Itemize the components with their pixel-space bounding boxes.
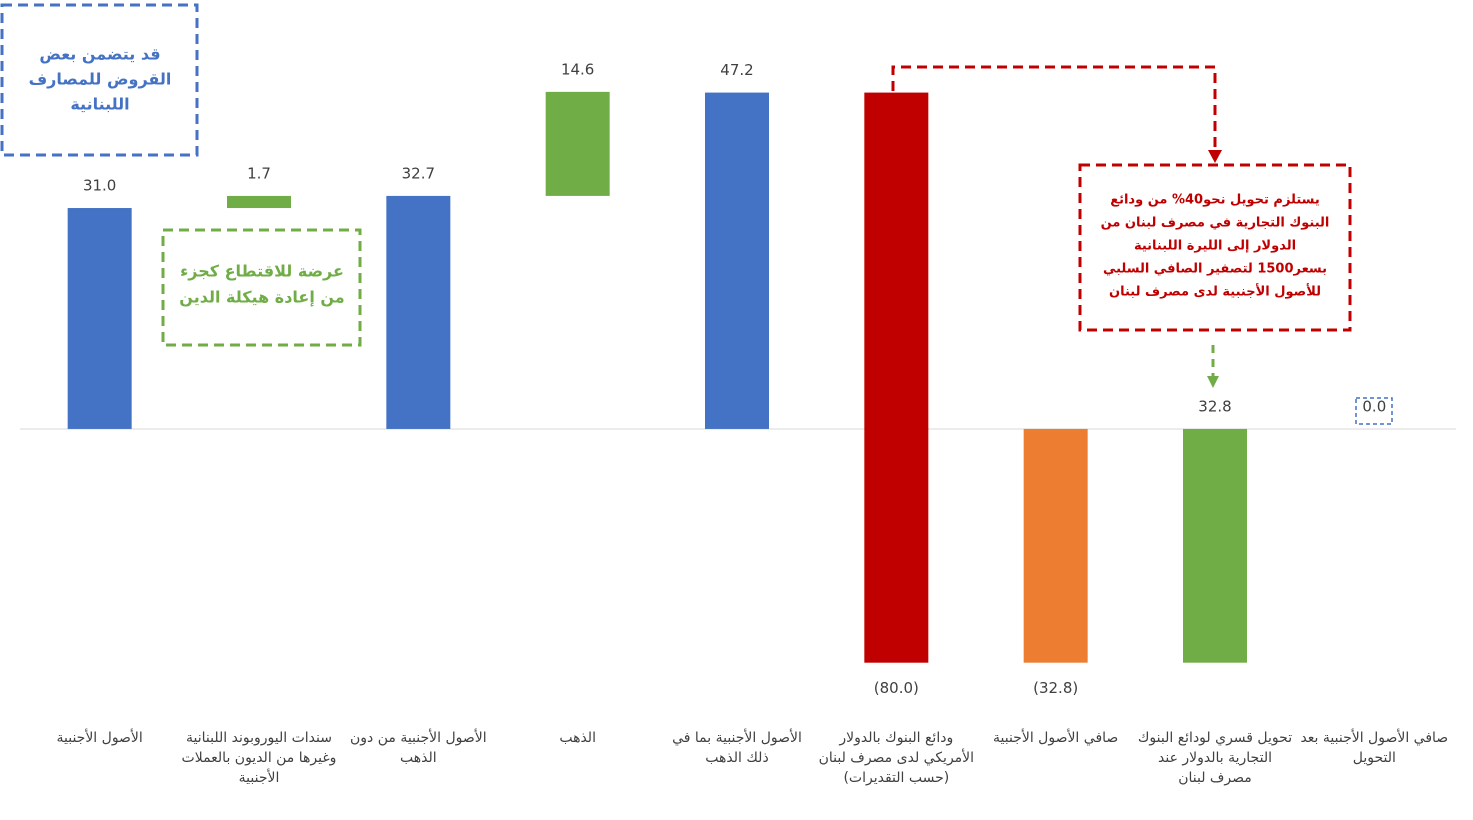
value-label: 47.2 bbox=[720, 61, 753, 79]
value-label: 14.6 bbox=[561, 60, 594, 78]
bar bbox=[545, 91, 610, 196]
x-tick-label: الأصول الأجنبية بما في ذلك الذهب bbox=[672, 730, 802, 766]
note-box bbox=[161, 228, 362, 347]
bar bbox=[67, 208, 132, 429]
annotation: قد يتضمن بعض bbox=[39, 45, 160, 64]
annotation: البنوك التجارية في مصرف لبنان من bbox=[1101, 216, 1330, 231]
x-tick-label: صافي الأصول الأجنبية bbox=[993, 730, 1119, 746]
annotation: الدولار إلى الليرة اللبنانية bbox=[1134, 239, 1296, 254]
note-box bbox=[0, 3, 199, 157]
annotation: يستلزم تحويل نحو40% من ودائع bbox=[1110, 193, 1320, 208]
x-tick-label: صافي الأصول الأجنبية بعد التحويل bbox=[1300, 730, 1449, 766]
value-label: 31.0 bbox=[83, 177, 116, 195]
x-tick-label: سندات اليوروبوند اللبنانية وغيرها من الد… bbox=[181, 730, 337, 786]
value-label: 0.0 bbox=[1362, 397, 1386, 415]
bar bbox=[1023, 428, 1088, 663]
value-label: 1.7 bbox=[247, 164, 271, 182]
label-box bbox=[1355, 397, 1393, 425]
x-tick-label: الذهب bbox=[559, 730, 596, 746]
bar bbox=[1183, 428, 1247, 663]
annotation: عرضة للاقتطاع كجزء bbox=[180, 262, 344, 281]
arrow bbox=[891, 65, 1217, 152]
x-tick-label: الأصول الأجنبية من دون الذهب bbox=[349, 730, 487, 766]
bar bbox=[386, 195, 451, 429]
annotation: اللبنانية bbox=[70, 95, 129, 114]
bar bbox=[705, 92, 769, 429]
note-box bbox=[1078, 163, 1352, 332]
annotation: القروض للمصارف bbox=[29, 70, 172, 89]
annotation: للأصول الأجنبية لدى مصرف لبنان bbox=[1109, 283, 1321, 300]
x-tick-label: ودائع البنوك بالدولار الأمريكي لدى مصرف … bbox=[818, 730, 975, 786]
annotation: بسعر1500 لتصفير الصافي السلبي bbox=[1103, 262, 1327, 277]
value-label: (80.0) bbox=[874, 679, 919, 697]
x-tick-label: تحويل قسري لودائع البنوك التجارية بالدول… bbox=[1137, 730, 1293, 786]
annotation: من إعادة هيكلة الدين bbox=[179, 288, 344, 307]
value-label: 32.7 bbox=[402, 164, 435, 182]
value-label: (32.8) bbox=[1033, 679, 1078, 697]
x-tick-label: الأصول الأجنبية bbox=[56, 730, 143, 746]
bar bbox=[864, 92, 929, 663]
value-label: 32.8 bbox=[1198, 397, 1231, 415]
bar bbox=[227, 195, 291, 209]
arrow-head bbox=[1208, 150, 1222, 163]
arrow-head bbox=[1207, 376, 1219, 388]
